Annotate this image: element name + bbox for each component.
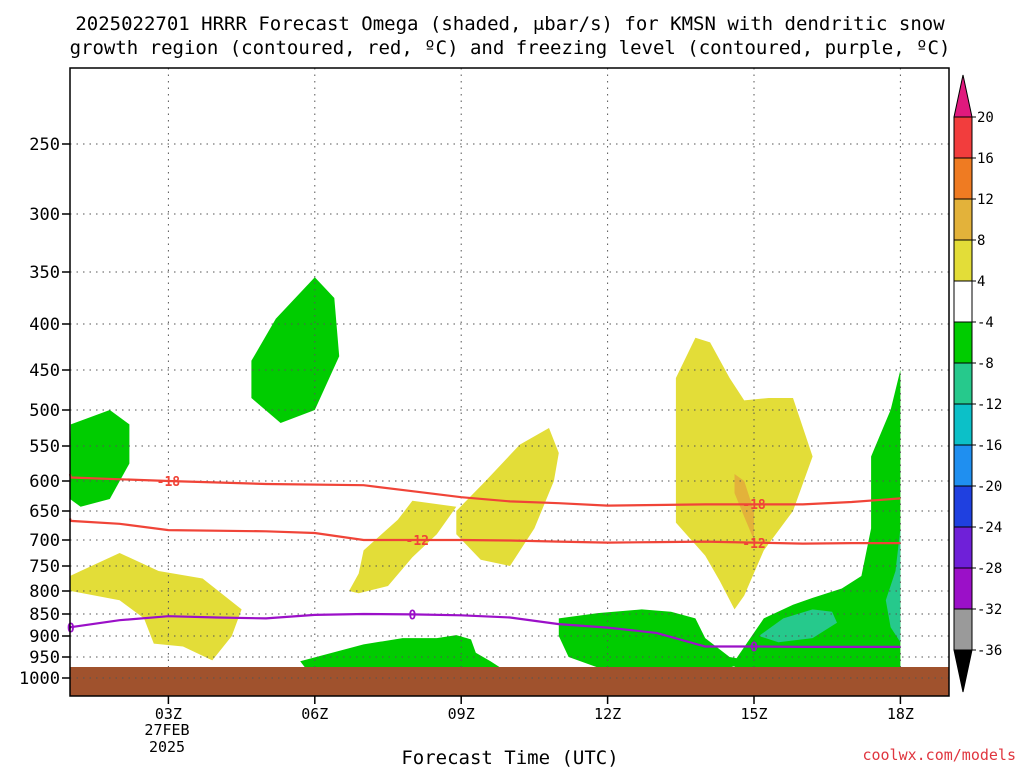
y-tick-label-250: 250 — [29, 135, 60, 155]
x-axis-time: 03Z 06Z 09Z 12Z 15Z 18Z — [155, 696, 914, 723]
colorbar-label-4: 4 — [977, 274, 985, 290]
colorbar-label-12: -32 — [977, 602, 1002, 618]
x-axis-title: Forecast Time (UTC) — [401, 747, 618, 768]
contour-label-1: -12 — [406, 534, 429, 549]
colorbar-label-10: -24 — [977, 520, 1002, 536]
omega-region-7 — [300, 635, 501, 668]
credit-label: coolwx.com/models — [862, 746, 1016, 764]
y-tick-label-750: 750 — [29, 557, 60, 577]
y-axis-pressure: 2503003504004505005506006507007508008509… — [19, 135, 70, 689]
omega-colorbar: 20 16 12 8 4 -4 -8 -12 -16 -20 -24 -28 -32 -36 — [953, 74, 1002, 693]
contour-label-2: 0 — [67, 622, 75, 637]
y-tick-label-550: 550 — [29, 437, 60, 457]
contour-label-0: -18 — [157, 475, 181, 490]
x-tick-label-12z: 12Z — [594, 705, 621, 723]
colorbar-segment-3 — [953, 239, 973, 282]
colorbar-segment-12 — [953, 608, 973, 651]
x-tick-label-03z: 03Z — [155, 705, 182, 723]
colorbar-label-1: 16 — [977, 151, 994, 167]
y-tick-label-400: 400 — [29, 315, 60, 335]
x-tick-label-06z: 06Z — [301, 705, 328, 723]
colorbar-label-3: 8 — [977, 233, 985, 249]
freezing-level-contour — [69, 612, 901, 648]
colorbar-bottom-arrow — [953, 649, 973, 693]
ground-surface — [70, 667, 949, 696]
colorbar-segment-0 — [953, 116, 973, 159]
colorbar-segment-2 — [953, 198, 973, 241]
omega-region-4 — [456, 428, 559, 566]
y-tick-label-600: 600 — [29, 472, 60, 492]
y-tick-label-350: 350 — [29, 263, 60, 283]
chart-title-line2: growth region (contoured, red, ºC) and f… — [70, 37, 951, 59]
contour-label-4: -18 — [742, 498, 766, 513]
omega-region-0 — [70, 410, 130, 507]
colorbar-label-13: -36 — [977, 643, 1002, 659]
colorbar-label-5: -4 — [977, 315, 994, 331]
omega-region-2 — [70, 553, 242, 661]
y-tick-label-650: 650 — [29, 502, 60, 522]
colorbar-label-2: 12 — [977, 192, 994, 208]
colorbar-label-8: -16 — [977, 438, 1002, 454]
colorbar-label-7: -12 — [977, 397, 1002, 413]
omega-region-9 — [734, 370, 901, 668]
y-tick-label-700: 700 — [29, 531, 60, 551]
y-tick-label-500: 500 — [29, 401, 60, 421]
y-tick-label-300: 300 — [29, 205, 60, 225]
y-tick-label-450: 450 — [29, 361, 60, 381]
omega-region-10 — [758, 609, 837, 643]
colorbar-segment-5 — [953, 321, 973, 364]
colorbar-segment-9 — [953, 485, 973, 528]
dgz-contour-m12 — [68, 518, 901, 545]
x-date-label-day: 27FEB — [144, 721, 189, 739]
x-tick-label-18z: 18Z — [887, 705, 914, 723]
omega-shaded-regions — [70, 277, 901, 668]
y-tick-label-950: 950 — [29, 648, 60, 668]
chart-title-line1: 2025022701 HRRR Forecast Omega (shaded, … — [75, 13, 945, 35]
colorbar-label-0: 20 — [977, 110, 994, 126]
colorbar-segment-1 — [953, 157, 973, 200]
x-date-label-year: 2025 — [149, 738, 185, 756]
colorbar-segment-10 — [953, 526, 973, 569]
grid-lines — [70, 68, 949, 679]
contour-label-6: 0 — [750, 641, 758, 656]
colorbar-segment-8 — [953, 444, 973, 487]
colorbar-segment-6 — [953, 362, 973, 405]
y-tick-label-850: 850 — [29, 605, 60, 625]
contour-label-3: 0 — [408, 608, 416, 623]
x-tick-label-09z: 09Z — [448, 705, 475, 723]
colorbar-label-6: -8 — [977, 356, 994, 372]
y-tick-label-900: 900 — [29, 627, 60, 647]
plot-frame — [69, 67, 950, 697]
omega-region-6 — [734, 474, 754, 540]
contour-label-5: -12 — [742, 537, 765, 552]
colorbar-segment-11 — [953, 567, 973, 610]
colorbar-segment-7 — [953, 403, 973, 446]
omega-region-3 — [349, 500, 457, 594]
y-tick-label-1000: 1000 — [19, 669, 60, 689]
colorbar-label-11: -28 — [977, 561, 1002, 577]
omega-region-1 — [251, 277, 340, 423]
x-tick-label-15z: 15Z — [740, 705, 767, 723]
omega-region-8 — [558, 609, 754, 668]
colorbar-segment-4 — [953, 280, 973, 323]
plot-area: -18 -12 0 0 -18 -12 0 — [67, 67, 950, 697]
temperature-contours: -18 -12 0 0 -18 -12 0 — [67, 473, 901, 656]
colorbar-top-arrow — [953, 74, 973, 118]
colorbar-label-9: -20 — [977, 479, 1002, 495]
dgz-contour-m18 — [68, 473, 901, 507]
y-tick-label-800: 800 — [29, 582, 60, 602]
